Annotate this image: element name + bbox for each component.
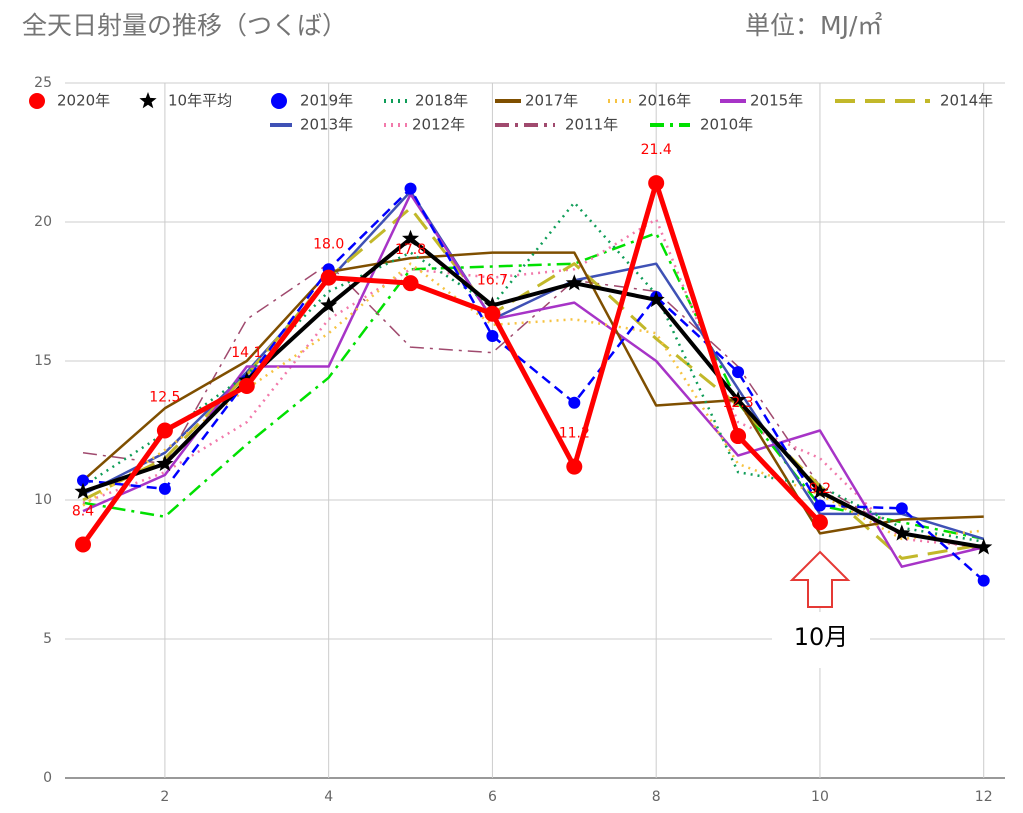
legend-label: 2016年 (638, 92, 691, 110)
legend-label: 2013年 (300, 116, 353, 134)
legend-label: 10年平均 (168, 92, 232, 110)
annotation: 10月 (794, 623, 849, 651)
x-tick-label: 8 (652, 789, 661, 805)
point (156, 454, 174, 472)
legend-label: 2012年 (412, 116, 465, 134)
series-line (82, 262, 984, 541)
point (238, 378, 255, 395)
point (158, 482, 171, 495)
series-line (82, 201, 984, 543)
point (732, 366, 745, 379)
legend-label: 2015年 (750, 92, 803, 110)
point (75, 536, 92, 553)
y-tick-label: 20 (34, 214, 52, 230)
y-tick-label: 15 (34, 353, 52, 369)
point (483, 296, 501, 313)
x-tick-label: 2 (160, 789, 169, 805)
legend-symbol (139, 92, 157, 109)
x-tick-label: 4 (324, 789, 333, 805)
legend-label: 2011年 (565, 116, 618, 134)
point (568, 396, 581, 409)
point (320, 296, 338, 313)
series-line (80, 180, 822, 546)
data-label: 17.8 (395, 242, 426, 258)
y-tick-label: 25 (34, 75, 52, 91)
annotation-box (772, 612, 870, 668)
point (811, 514, 828, 531)
grid: 0 5 10 15 20 25 2 4 6 8 10 12 (34, 75, 1005, 805)
legend-label: 2020年 (57, 92, 110, 110)
point (77, 474, 90, 487)
data-label: 9.2 (809, 481, 831, 497)
chart-title: 全天日射量の推移（つくば） (22, 11, 347, 40)
y-tick-label: 5 (43, 631, 52, 647)
x-tick-label: 12 (975, 789, 993, 805)
data-label: 16.7 (477, 273, 508, 289)
arrow (789, 550, 851, 608)
legend-symbol (29, 93, 45, 109)
point (402, 229, 420, 246)
data-label: 14.1 (231, 345, 262, 361)
point (566, 458, 583, 475)
point (648, 175, 665, 192)
x-tick-label: 10 (811, 789, 829, 805)
point (647, 290, 665, 308)
point (156, 422, 173, 439)
point (484, 305, 501, 322)
point (813, 499, 826, 512)
unit-label: 単位：MJ/㎡ (745, 11, 882, 40)
x-tick-label: 6 (488, 789, 497, 805)
legend-label: 2019年 (300, 92, 353, 110)
point (404, 182, 417, 195)
point (74, 482, 92, 499)
legend-label: 2010年 (700, 116, 753, 134)
series-line (82, 190, 985, 541)
point (977, 574, 990, 587)
point (320, 269, 337, 286)
legend-label: 2014年 (940, 92, 993, 110)
point (975, 538, 993, 555)
point (895, 502, 908, 515)
series-line (82, 217, 984, 549)
legend: 2020年 10年平均 2019年 2018年 2017年 2016年 2015年 2014年… (29, 92, 993, 134)
data-label: 8.4 (72, 503, 94, 519)
point (565, 274, 583, 291)
series-line (82, 231, 984, 541)
series-line (82, 262, 984, 551)
data-label: 12.5 (149, 390, 180, 406)
point (729, 390, 747, 408)
point (730, 428, 747, 445)
series-line (82, 192, 985, 568)
data-label: 21.4 (641, 142, 672, 158)
data-label: 12.3 (722, 395, 753, 411)
y-tick-label: 0 (43, 770, 52, 786)
point (402, 275, 419, 292)
legend-symbol (271, 93, 287, 109)
data-label: 11.2 (559, 426, 590, 442)
legend-label: 2017年 (525, 92, 578, 110)
legend-label: 2018年 (415, 92, 468, 110)
data-label: 18.0 (313, 237, 344, 253)
point (893, 524, 911, 541)
point (811, 482, 829, 499)
point (486, 329, 499, 342)
series-line (82, 251, 984, 535)
y-tick-label: 10 (34, 492, 52, 508)
plot: 8.4 12.5 14.1 18.0 17.8 16.7 11.2 21.4 12.3 9.2 (72, 142, 993, 587)
series-line (82, 187, 985, 582)
